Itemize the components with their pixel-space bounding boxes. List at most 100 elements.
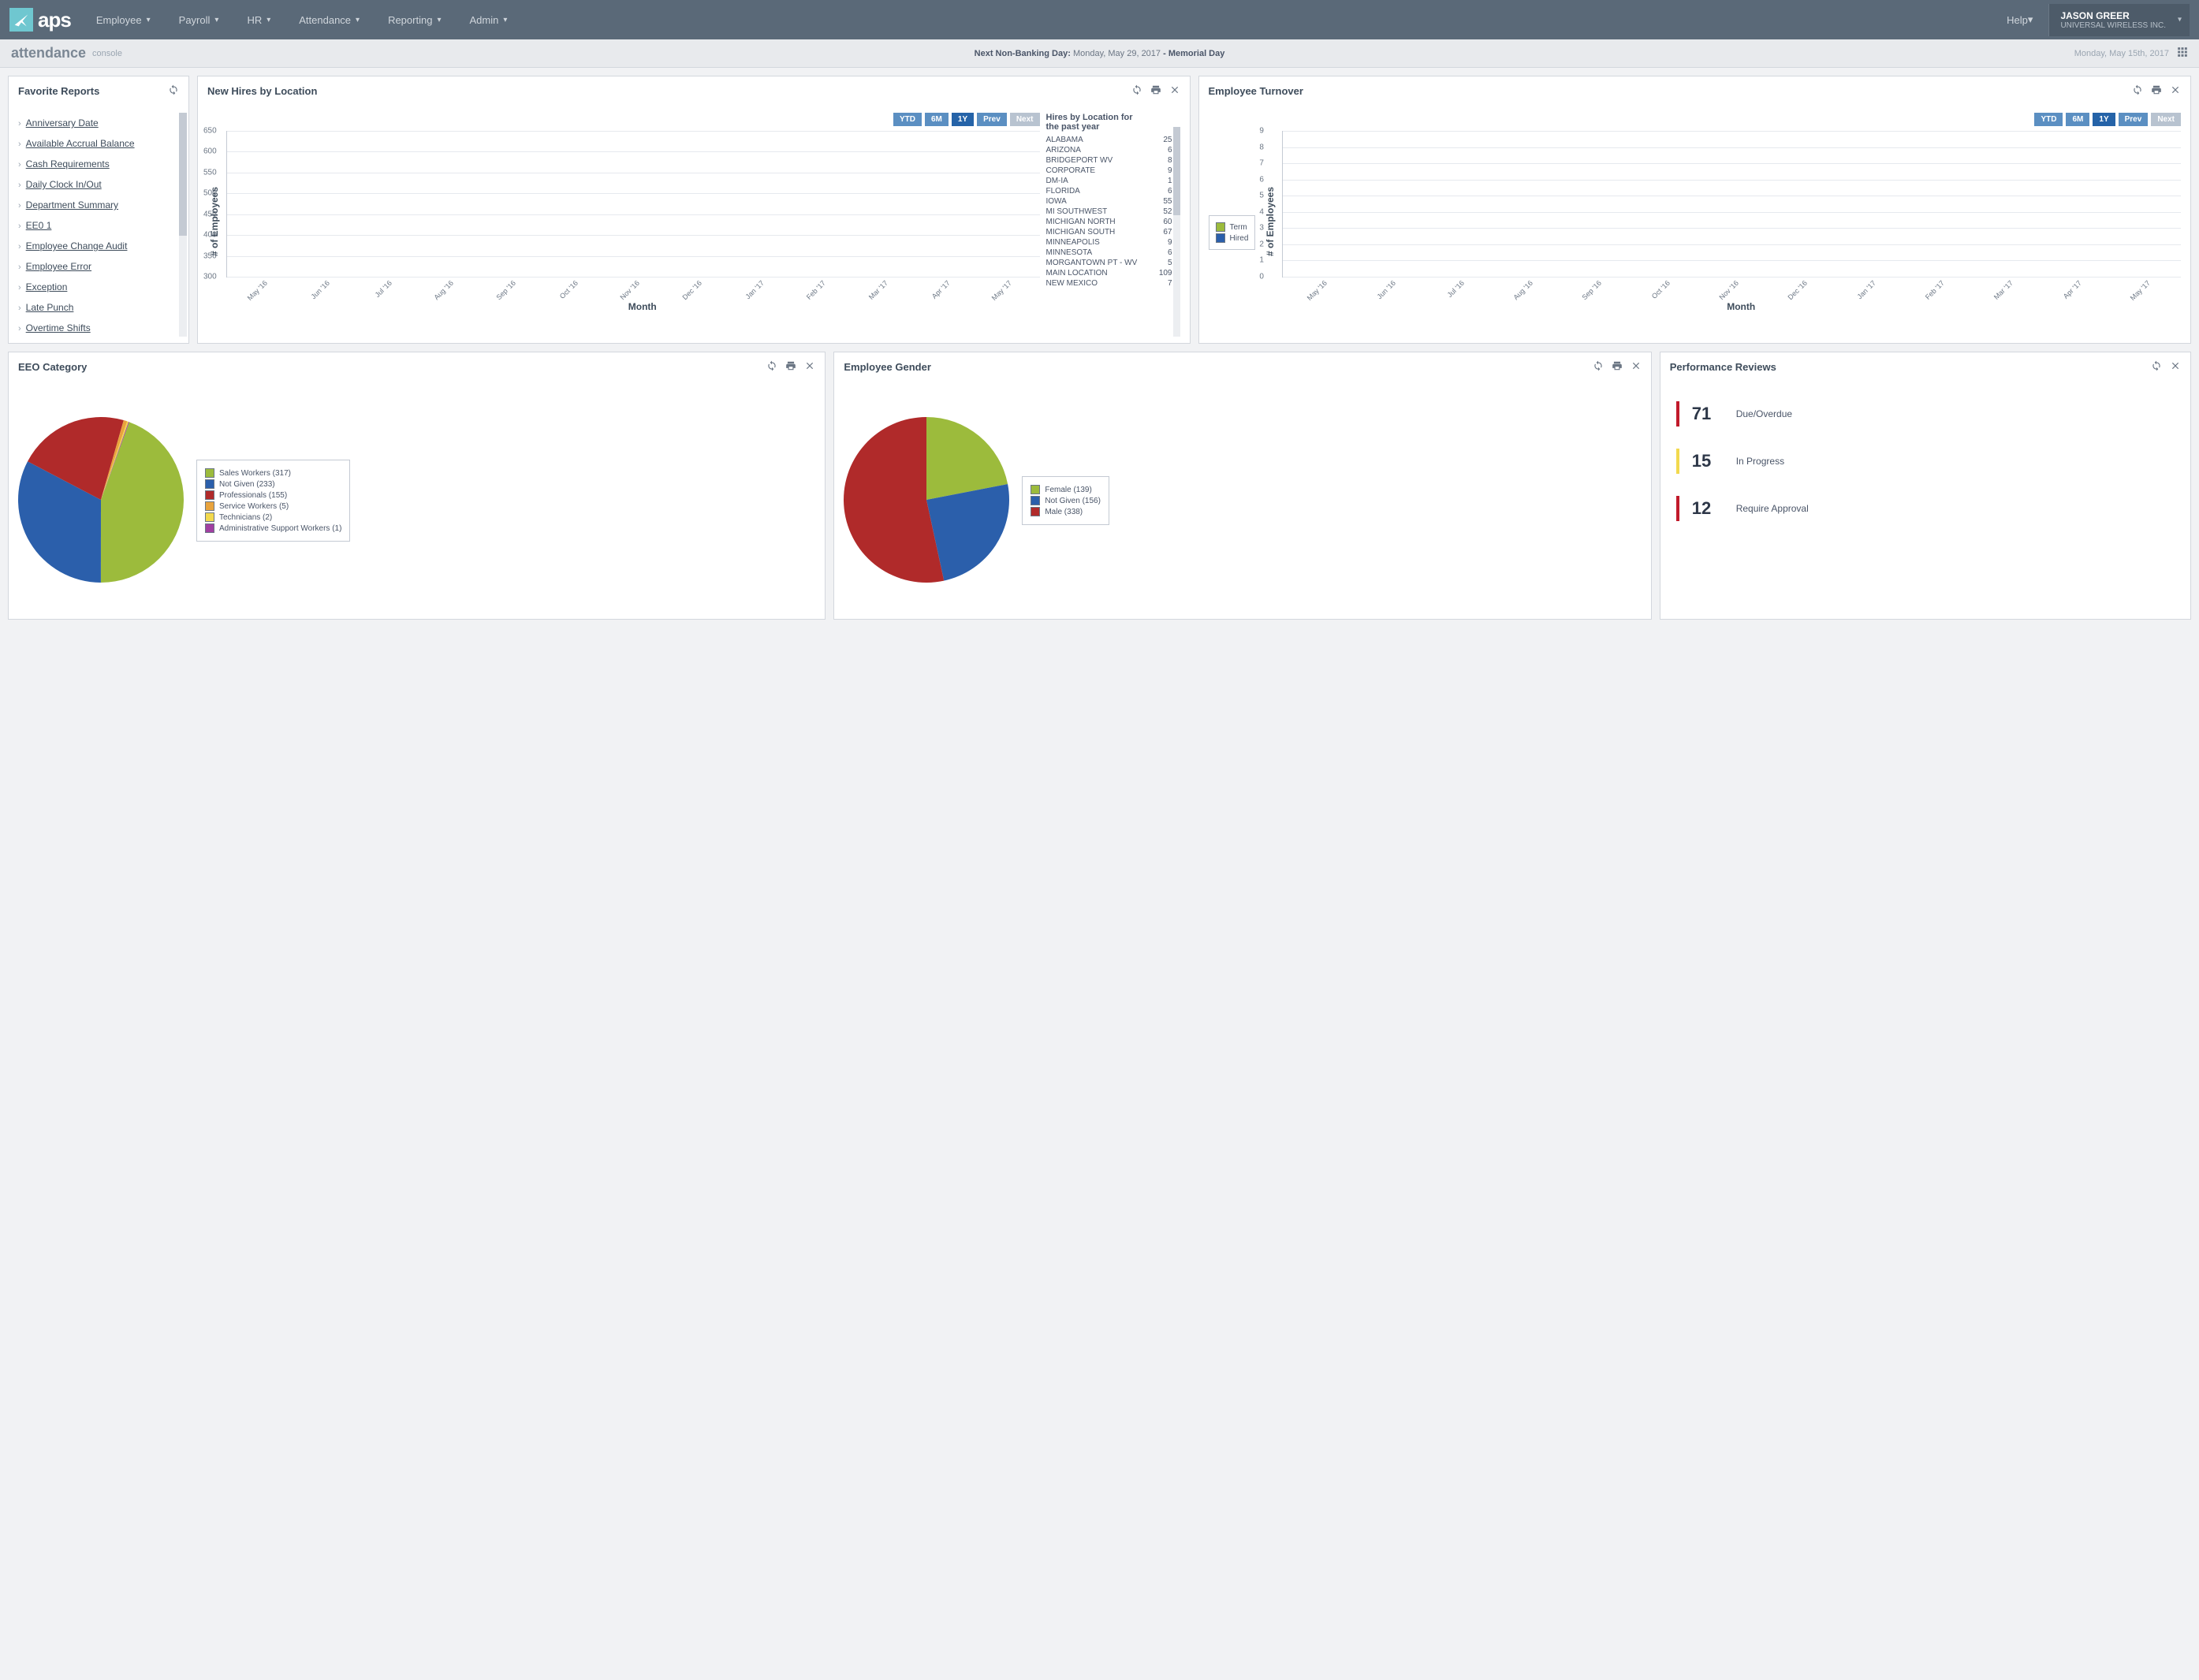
legend-item: Not Given (233): [205, 479, 341, 489]
chevron-right-icon: ›: [18, 119, 21, 129]
refresh-icon[interactable]: [168, 84, 179, 98]
hires-location-row: MINNESOTA6: [1046, 248, 1180, 258]
nav-label: Admin: [469, 14, 498, 26]
chevron-right-icon: ›: [18, 222, 21, 231]
favorite-report-item[interactable]: ›Exception: [18, 277, 179, 297]
dashboard-grid-icon[interactable]: [2177, 47, 2188, 60]
performance-item[interactable]: 15In Progress: [1676, 449, 2175, 474]
hires-location-row: MICHIGAN NORTH60: [1046, 217, 1180, 227]
nav-item-attendance[interactable]: Attendance▾: [285, 0, 374, 39]
print-icon[interactable]: [785, 360, 796, 374]
print-icon[interactable]: [1612, 360, 1623, 374]
range-button-1y[interactable]: 1Y: [2093, 113, 2115, 126]
chevron-down-icon: ▾: [214, 16, 218, 24]
favorite-report-item[interactable]: ›Department Summary: [18, 195, 179, 215]
nav-item-payroll[interactable]: Payroll▾: [165, 0, 233, 39]
refresh-icon[interactable]: [1593, 360, 1604, 374]
nav-item-reporting[interactable]: Reporting▾: [374, 0, 455, 39]
turnover-legend: TermHired: [1209, 215, 1256, 250]
range-button-prev[interactable]: Prev: [977, 113, 1007, 126]
eeo-card: EEO Category Sales Workers (317)Not Give…: [8, 352, 826, 620]
report-label: Daily Clock In/Out: [26, 179, 102, 190]
logo-mark-icon: [9, 8, 33, 32]
performance-item[interactable]: 12Require Approval: [1676, 496, 2175, 521]
legend-item: Male (338): [1031, 507, 1101, 516]
close-icon[interactable]: [1169, 84, 1180, 98]
refresh-icon[interactable]: [1131, 84, 1142, 98]
favorite-report-item[interactable]: ›Overtime Shifts: [18, 318, 179, 338]
report-label: Employee Change Audit: [26, 240, 128, 251]
close-icon[interactable]: [804, 360, 815, 374]
range-button-ytd[interactable]: YTD: [2034, 113, 2063, 126]
nav-item-employee[interactable]: Employee▾: [82, 0, 165, 39]
nav-item-admin[interactable]: Admin ▾: [455, 0, 521, 39]
chevron-down-icon: ▾: [503, 16, 507, 24]
legend-item: Term: [1216, 222, 1249, 232]
favorite-report-item[interactable]: › EE0 1: [18, 215, 179, 236]
favorite-report-item[interactable]: › Daily Clock In/Out: [18, 174, 179, 195]
legend-item: Professionals (155): [205, 490, 341, 500]
report-label: EE0 1: [26, 220, 52, 231]
favorite-report-item[interactable]: ›Cash Requirements: [18, 154, 179, 174]
favorite-report-item[interactable]: › Anniversary Date: [18, 113, 179, 133]
favorite-report-item[interactable]: ›Available Accrual Balance: [18, 133, 179, 154]
card-title: Favorite Reports: [18, 85, 99, 97]
y-axis-label: # of Employees: [1263, 131, 1277, 312]
close-icon[interactable]: [2170, 360, 2181, 374]
report-label: Available Accrual Balance: [26, 138, 135, 149]
scrollbar[interactable]: [179, 113, 187, 337]
hires-location-row: MAIN LOCATION109: [1046, 268, 1180, 278]
hires-location-list: ALABAMA25ARIZONA6BRIDGEPORT WV8CORPORATE…: [1046, 135, 1180, 289]
y-axis-label: # of Employees: [207, 131, 222, 312]
refresh-icon[interactable]: [2132, 84, 2143, 98]
legend-item: Administrative Support Workers (1): [205, 523, 341, 533]
hires-location-row: ARIZONA6: [1046, 145, 1180, 155]
report-label: Overtime Shifts: [26, 322, 91, 333]
range-button-next[interactable]: Next: [1010, 113, 1040, 126]
range-button-ytd[interactable]: YTD: [893, 113, 922, 126]
scrollbar[interactable]: [1173, 127, 1180, 337]
legend-item: Technicians (2): [205, 512, 341, 522]
range-button-prev[interactable]: Prev: [2119, 113, 2149, 126]
range-button-6m[interactable]: 6M: [925, 113, 949, 126]
page-subtitle: console: [92, 49, 122, 58]
nav-item-hr[interactable]: HR▾: [233, 0, 285, 39]
gender-pie-chart: [844, 417, 1009, 585]
main-nav: Employee▾Payroll▾HR▾Attendance▾Reporting…: [82, 0, 522, 39]
favorite-report-item[interactable]: ›Employee Error: [18, 256, 179, 277]
logo: aps: [9, 8, 71, 32]
favorite-report-item[interactable]: ›Employee Change Audit: [18, 236, 179, 256]
close-icon[interactable]: [2170, 84, 2181, 98]
print-icon[interactable]: [1150, 84, 1161, 98]
report-label: Cash Requirements: [26, 158, 110, 169]
report-label: Exception: [26, 281, 68, 292]
performance-list: 71Due/Overdue 15In Progress 12Require Appr…: [1670, 389, 2181, 556]
favorite-reports-list: ›Anniversary Date›Available Accrual Bala…: [18, 113, 179, 338]
dashboard: Favorite Reports ›Anniversary Date›Avail…: [0, 68, 2199, 628]
current-date: Monday, May 15th, 2017: [2074, 49, 2169, 58]
scrollbar-thumb[interactable]: [179, 113, 187, 236]
banking-day-notice: Next Non-Banking Day: Monday, May 29, 20…: [975, 49, 1225, 58]
performance-item[interactable]: 71Due/Overdue: [1676, 401, 2175, 427]
range-button-next[interactable]: Next: [2151, 113, 2181, 126]
legend-item: Female (139): [1031, 485, 1101, 494]
close-icon[interactable]: [1631, 360, 1642, 374]
hires-location-row: MI SOUTHWEST52: [1046, 207, 1180, 217]
eeo-legend: Sales Workers (317)Not Given (233)Profes…: [196, 460, 350, 542]
favorite-report-item[interactable]: ›Late Punch: [18, 297, 179, 318]
range-button-6m[interactable]: 6M: [2066, 113, 2089, 126]
chevron-right-icon: ›: [18, 181, 21, 190]
nav-label: Attendance: [299, 14, 351, 26]
refresh-icon[interactable]: [766, 360, 777, 374]
legend-item: Service Workers (5): [205, 501, 341, 511]
print-icon[interactable]: [2151, 84, 2162, 98]
legend-item: Sales Workers (317): [205, 468, 341, 478]
user-company: UNIVERSAL WIRELESS INC.: [2060, 21, 2166, 30]
range-buttons: YTD6M 1Y PrevNext: [1209, 113, 2182, 126]
help-menu[interactable]: Help ▾: [2007, 13, 2033, 26]
refresh-icon[interactable]: [2151, 360, 2162, 374]
user-menu[interactable]: JASON GREER UNIVERSAL WIRELESS INC. ▾: [2048, 4, 2190, 36]
report-label: Anniversary Date: [26, 117, 99, 129]
scrollbar-thumb[interactable]: [1173, 127, 1180, 215]
range-button-1y[interactable]: 1Y: [952, 113, 974, 126]
